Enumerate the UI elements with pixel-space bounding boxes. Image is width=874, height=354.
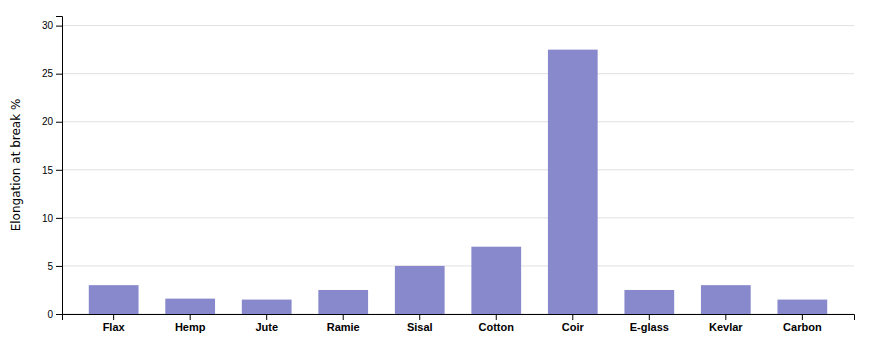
plot: 0 5 10 15 20 25 30 Flax Hemp Jute Ramie Sisal Cotton… <box>42 17 855 333</box>
tick-mark <box>725 314 726 320</box>
tick-mark <box>56 122 62 123</box>
tick: Kevlar <box>709 314 743 333</box>
tick: Ramie <box>327 314 360 333</box>
tick-mark <box>419 314 420 320</box>
tick: Flax <box>103 314 126 333</box>
tick: 20 <box>42 116 62 127</box>
bar <box>701 285 751 314</box>
axis-line <box>63 315 855 321</box>
tick-mark <box>56 218 62 219</box>
tick: Cotton <box>479 314 515 333</box>
tick: Carbon <box>783 314 822 333</box>
tick-mark <box>496 314 497 320</box>
tick-label: Flax <box>103 321 126 333</box>
tick-mark <box>190 314 191 320</box>
tick-mark <box>266 314 267 320</box>
tick: Jute <box>255 314 278 333</box>
tick: 15 <box>42 165 62 176</box>
tick-label: Sisal <box>407 321 433 333</box>
tick: E-glass <box>630 314 669 333</box>
tick-label: Cotton <box>479 321 515 333</box>
grid-line <box>62 265 854 266</box>
tick-label: E-glass <box>630 321 669 333</box>
grid-line <box>62 73 854 74</box>
bar <box>395 266 445 314</box>
bars <box>89 50 827 314</box>
tick-mark <box>113 314 114 320</box>
tick-label: Coir <box>562 321 585 333</box>
tick-mark <box>56 314 62 315</box>
tick-label: 20 <box>42 116 54 127</box>
grid-line <box>62 25 854 26</box>
tick-mark <box>56 170 62 171</box>
tick-mark <box>343 314 344 320</box>
tick-mark <box>56 266 62 267</box>
tick-label: Hemp <box>175 321 206 333</box>
chart: 0 5 10 15 20 25 30 Flax Hemp Jute Ramie Sisal Cotton… <box>0 0 874 354</box>
tick-label: 5 <box>47 261 53 272</box>
tick: 25 <box>42 68 62 79</box>
grid <box>62 26 854 314</box>
y-axis: 0 5 10 15 20 25 30 <box>42 17 63 320</box>
bar <box>624 290 674 314</box>
tick-mark <box>56 74 62 75</box>
bar <box>471 247 521 314</box>
y-axis-title: Elongation at break % <box>9 99 23 232</box>
tick: 0 <box>47 309 62 320</box>
tick-label: 15 <box>42 165 54 176</box>
bar <box>89 285 139 314</box>
tick: 10 <box>42 213 62 224</box>
grid-line <box>62 217 854 218</box>
tick: Coir <box>562 314 585 333</box>
bar <box>165 299 215 314</box>
x-axis: Flax Hemp Jute Ramie Sisal Cotton Coir E-glass K… <box>63 314 855 333</box>
tick-label: Kevlar <box>709 321 743 333</box>
grid-line <box>62 169 854 170</box>
bar <box>318 290 368 314</box>
tick: 30 <box>42 20 62 31</box>
tick-label: 10 <box>42 213 54 224</box>
tick-label: 0 <box>47 309 53 320</box>
tick-label: Jute <box>255 321 278 333</box>
tick: 5 <box>47 261 62 272</box>
bar <box>242 300 292 314</box>
tick-label: Ramie <box>327 321 360 333</box>
tick-label: Carbon <box>783 321 822 333</box>
tick: Hemp <box>175 314 206 333</box>
tick-label: 30 <box>42 20 54 31</box>
bar <box>777 300 827 314</box>
tick-label: 25 <box>42 68 54 79</box>
tick: Sisal <box>407 314 433 333</box>
tick-mark <box>802 314 803 320</box>
tick-mark <box>572 314 573 320</box>
bar <box>548 50 598 314</box>
grid-line <box>62 121 854 122</box>
axis-line <box>56 17 63 315</box>
tick-mark <box>649 314 650 320</box>
tick-mark <box>56 26 62 27</box>
